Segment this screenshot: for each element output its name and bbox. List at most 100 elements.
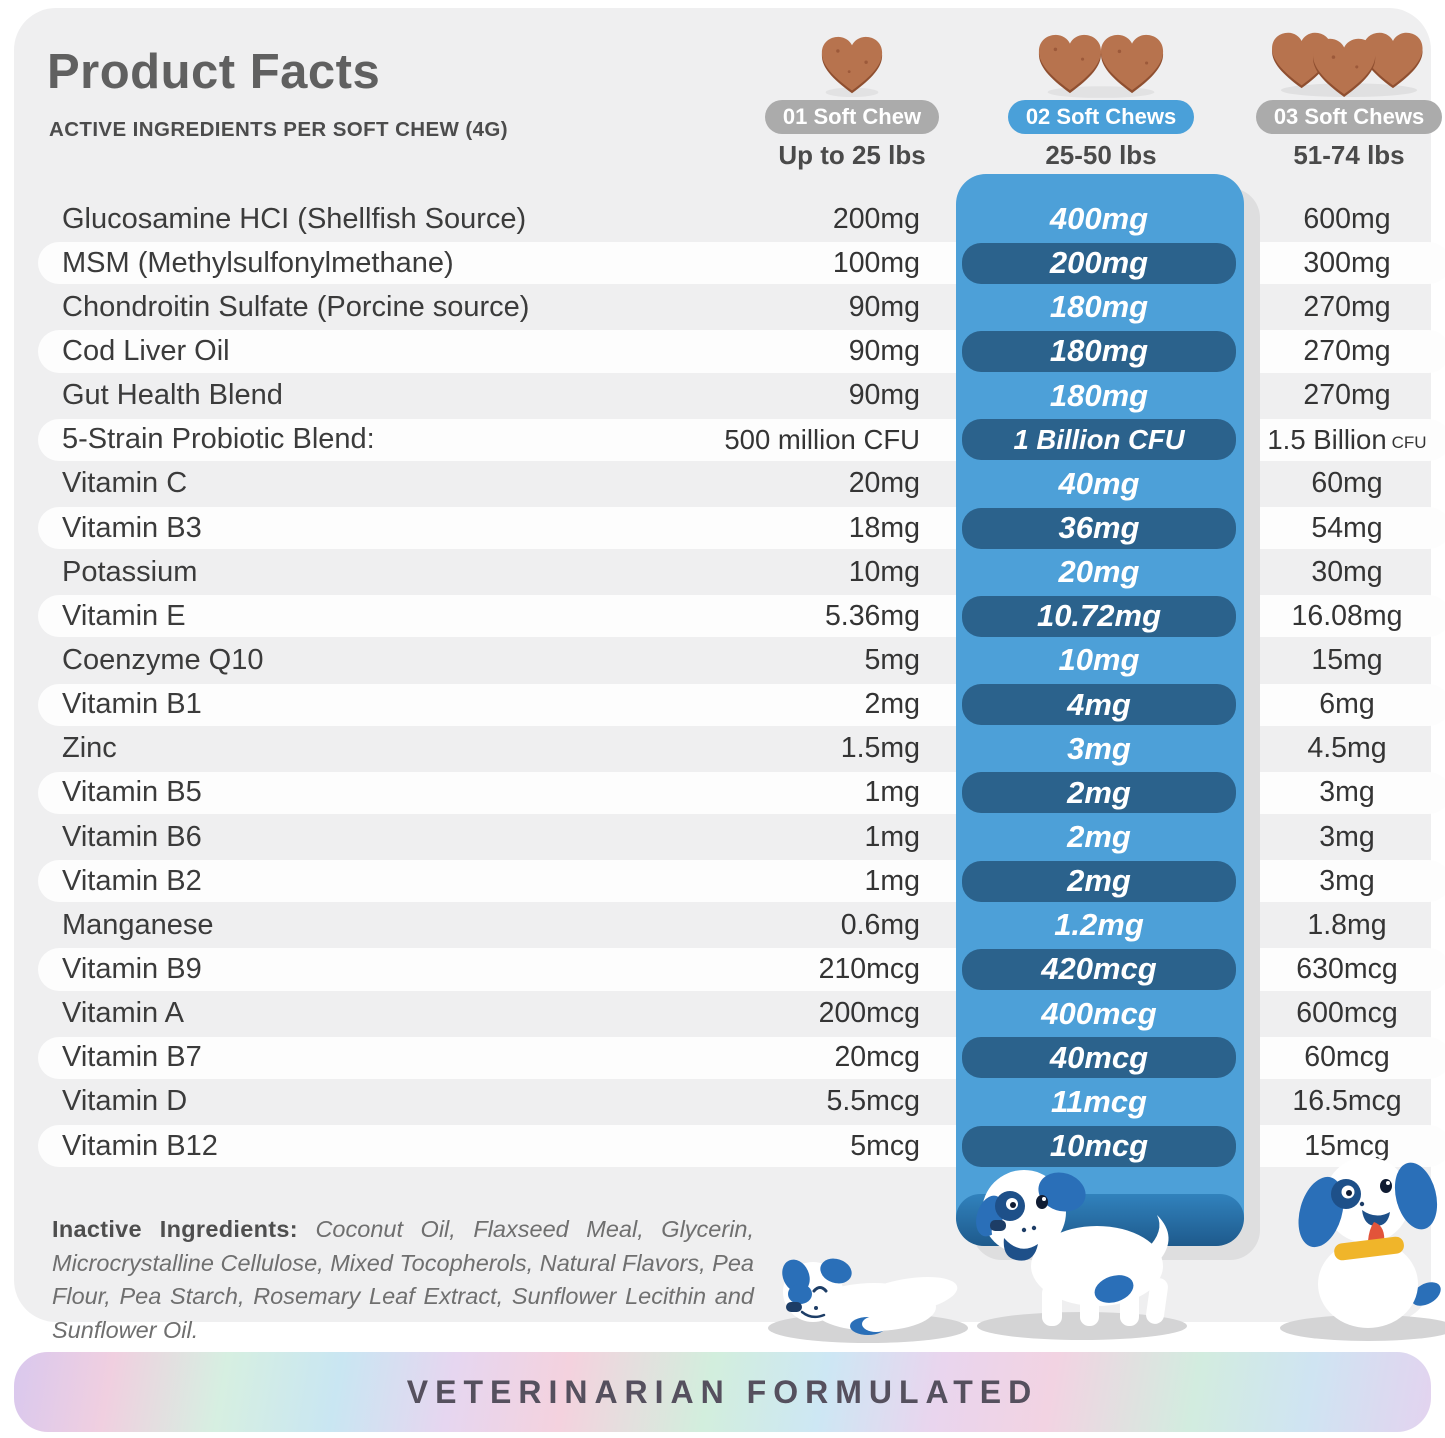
holographic-banner: VETERINARIAN FORMULATED bbox=[14, 1352, 1431, 1432]
value-col2: 40mg bbox=[1058, 465, 1140, 501]
value-col3: 30mg bbox=[1311, 555, 1383, 588]
value-col2: 3mg bbox=[1067, 730, 1131, 766]
value-col1: 5.5mcg bbox=[826, 1085, 920, 1118]
ingredient-name: Vitamin C bbox=[62, 467, 188, 500]
ingredient-row: Vitamin B12 5mcg 10mcg 15mcg bbox=[38, 1124, 1445, 1168]
weight-range-label: 51-74 lbs bbox=[1293, 140, 1405, 170]
value-col2: 10mg bbox=[1058, 642, 1140, 678]
ingredient-name: Vitamin A bbox=[62, 997, 184, 1030]
dog-illustration-large bbox=[1280, 1157, 1445, 1341]
ingredient-name: Manganese bbox=[62, 908, 214, 941]
ingredient-row: Potassium 10mg 20mg 30mg bbox=[38, 550, 1445, 594]
ingredient-row: Glucosamine HCI (Shellfish Source) 200mg… bbox=[38, 197, 1445, 241]
ingredient-row: Cod Liver Oil 90mg 180mg 270mg bbox=[38, 329, 1445, 373]
value-col3: 60mcg bbox=[1304, 1041, 1390, 1074]
serving-badge: 01 Soft Chew bbox=[764, 100, 940, 134]
value-col2: 36mg bbox=[954, 507, 1244, 549]
page-title: Product Facts bbox=[47, 45, 381, 99]
value-col2: 180mg bbox=[954, 330, 1244, 372]
value-col3: 630mcg bbox=[1296, 952, 1398, 985]
ingredient-name: Vitamin E bbox=[62, 599, 186, 632]
column-header-1-chew: 01 Soft Chew Up to 25 lbs bbox=[732, 28, 972, 171]
weight-range-label: Up to 25 lbs bbox=[778, 140, 926, 170]
ingredient-name: Gut Health Blend bbox=[62, 379, 283, 412]
ingredient-row: Vitamin B7 20mcg 40mcg 60mcg bbox=[38, 1036, 1445, 1080]
value-col2: 40mcg bbox=[954, 1037, 1244, 1079]
ingredient-name: Vitamin B6 bbox=[62, 820, 202, 853]
soft-chews-icon bbox=[1036, 28, 1166, 98]
value-col3: 270mg bbox=[1303, 290, 1391, 323]
value-col2: 420mcg bbox=[954, 948, 1244, 990]
value-col3: 270mg bbox=[1303, 334, 1391, 367]
value-col2: 2mg bbox=[1067, 819, 1131, 855]
ingredient-row: Vitamin B6 1mg 2mg 3mg bbox=[38, 815, 1445, 859]
value-col3: 1.8mg bbox=[1307, 908, 1387, 941]
value-col2: 2mg bbox=[954, 772, 1244, 814]
value-col3: 54mg bbox=[1311, 511, 1383, 544]
serving-badge: 02 Soft Chews bbox=[1007, 100, 1195, 134]
ingredients-table: Glucosamine HCI (Shellfish Source) 200mg… bbox=[38, 197, 1445, 1168]
value-col1: 1mg bbox=[864, 864, 920, 897]
ingredient-row: Coenzyme Q10 5mg 10mg 15mg bbox=[38, 638, 1445, 682]
value-col1: 18mg bbox=[848, 511, 920, 544]
ingredient-row: Manganese 0.6mg 1.2mg 1.8mg bbox=[38, 903, 1445, 947]
value-col1: 5.36mg bbox=[824, 599, 920, 632]
value-col2: 1.2mg bbox=[1054, 907, 1144, 943]
value-col2: 10mcg bbox=[954, 1125, 1244, 1167]
inactive-ingredients: Inactive Ingredients: Coconut Oil, Flaxs… bbox=[52, 1213, 754, 1347]
ingredient-row: Vitamin B5 1mg 2mg 3mg bbox=[38, 771, 1445, 815]
ingredient-name: Coenzyme Q10 bbox=[62, 643, 264, 676]
soft-chews-icon bbox=[1269, 28, 1429, 98]
column-header-2-chews: 02 Soft Chews 25-50 lbs bbox=[981, 28, 1221, 171]
value-col1: 1mg bbox=[864, 776, 920, 809]
ingredient-row: MSM (Methylsulfonylmethane) 100mg 200mg … bbox=[38, 241, 1445, 285]
ingredient-name: Vitamin D bbox=[62, 1085, 188, 1118]
ingredient-row: Gut Health Blend 90mg 180mg 270mg bbox=[38, 374, 1445, 418]
value-col2: 400mg bbox=[1049, 201, 1149, 237]
value-col1: 20mcg bbox=[834, 1041, 920, 1074]
value-col1: 90mg bbox=[848, 379, 920, 412]
value-col1: 90mg bbox=[848, 334, 920, 367]
inactive-ingredients-text: Coconut Oil, Flaxseed Meal, Glycerin, Mi… bbox=[52, 1216, 755, 1343]
value-col1: 5mg bbox=[864, 643, 920, 676]
ingredient-name: Potassium bbox=[62, 555, 198, 588]
value-col1: 0.6mg bbox=[840, 908, 920, 941]
value-col1: 90mg bbox=[848, 290, 920, 323]
weight-range-label: 25-50 lbs bbox=[1045, 140, 1157, 170]
value-col3: 600mcg bbox=[1296, 997, 1398, 1030]
value-col2: 200mg bbox=[954, 242, 1244, 284]
ingredient-row: Vitamin B1 2mg 4mg 6mg bbox=[38, 683, 1445, 727]
ingredient-name: Vitamin B3 bbox=[62, 511, 202, 544]
value-col1: 1mg bbox=[864, 820, 920, 853]
ingredient-name: Cod Liver Oil bbox=[62, 334, 230, 367]
ingredient-row: Zinc 1.5mg 3mg 4.5mg bbox=[38, 727, 1445, 771]
value-col1: 1.5mg bbox=[840, 732, 920, 765]
ingredient-row: Chondroitin Sulfate (Porcine source) 90m… bbox=[38, 285, 1445, 329]
value-col3: 3mg bbox=[1319, 776, 1375, 809]
value-col2: 180mg bbox=[1049, 289, 1149, 325]
value-col1: 10mg bbox=[848, 555, 920, 588]
label-card: Product Facts ACTIVE INGREDIENTS PER SOF… bbox=[14, 8, 1445, 1343]
ingredient-row: Vitamin B3 18mg 36mg 54mg bbox=[38, 506, 1445, 550]
page-subtitle: ACTIVE INGREDIENTS PER SOFT CHEW (4G) bbox=[49, 118, 508, 141]
value-col3: 270mg bbox=[1303, 379, 1391, 412]
value-col3: 600mg bbox=[1303, 202, 1391, 235]
value-col2: 20mg bbox=[1058, 554, 1140, 590]
ingredient-name: Vitamin B12 bbox=[62, 1129, 218, 1162]
ingredient-name: Vitamin B1 bbox=[62, 688, 202, 721]
value-col2: 180mg bbox=[1049, 377, 1149, 413]
ingredient-row: Vitamin E 5.36mg 10.72mg 16.08mg bbox=[38, 594, 1445, 638]
value-col1: 210mcg bbox=[818, 952, 920, 985]
value-col1: 100mg bbox=[832, 246, 920, 279]
ingredient-row: Vitamin B9 210mcg 420mcg 630mcg bbox=[38, 947, 1445, 991]
value-col3: 60mg bbox=[1311, 467, 1383, 500]
value-col1: 200mcg bbox=[818, 997, 920, 1030]
value-col2: 10.72mg bbox=[954, 595, 1244, 637]
ingredient-row: Vitamin D 5.5mcg 11mcg 16.5mcg bbox=[38, 1080, 1445, 1124]
ingredient-name: Glucosamine HCI (Shellfish Source) bbox=[62, 202, 527, 235]
ingredient-name: Vitamin B5 bbox=[62, 776, 202, 809]
dog-illustration-medium bbox=[976, 1170, 1187, 1340]
value-col3: 16.5mcg bbox=[1292, 1085, 1402, 1118]
banner-text: VETERINARIAN FORMULATED bbox=[406, 1373, 1039, 1410]
